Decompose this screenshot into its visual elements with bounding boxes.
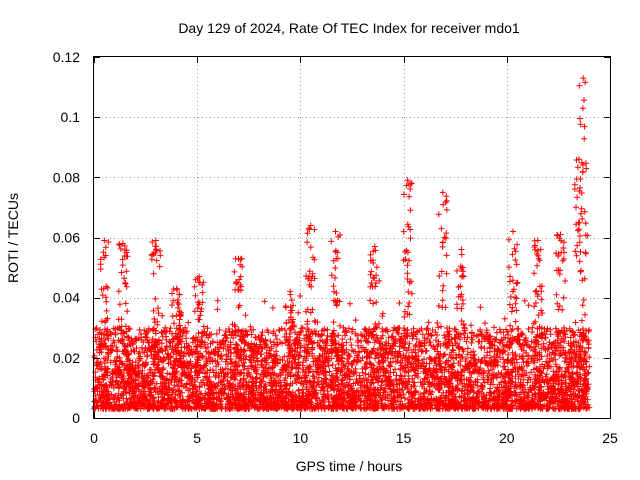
data-points bbox=[91, 75, 593, 412]
roti-series-points bbox=[91, 75, 593, 412]
chart-title: Day 129 of 2024, Rate Of TEC Index for r… bbox=[178, 20, 520, 36]
x-axis-label: GPS time / hours bbox=[296, 458, 403, 474]
y-tick-labels: 0 0.02 0.04 0.06 0.08 0.1 0.12 bbox=[53, 49, 80, 426]
x-tick-label: 25 bbox=[602, 430, 618, 446]
y-tick-label: 0.1 bbox=[61, 109, 81, 125]
x-tick-labels: 0 5 10 15 20 25 bbox=[90, 430, 618, 446]
plot-frame bbox=[93, 56, 611, 419]
y-tick-label: 0.02 bbox=[53, 350, 80, 366]
x-tick-label: 20 bbox=[499, 430, 515, 446]
x-tick-label: 10 bbox=[293, 430, 309, 446]
y-tick-label: 0.08 bbox=[53, 169, 80, 185]
x-tick-label: 0 bbox=[90, 430, 98, 446]
y-tick-label: 0.12 bbox=[53, 49, 80, 65]
x-tick-label: 5 bbox=[193, 430, 201, 446]
axis-ticks bbox=[94, 57, 611, 419]
y-tick-label: 0 bbox=[72, 410, 80, 426]
y-tick-label: 0.04 bbox=[53, 290, 80, 306]
y-axis-label: ROTI / TECUs bbox=[5, 193, 21, 283]
x-tick-label: 15 bbox=[396, 430, 412, 446]
y-tick-label: 0.06 bbox=[53, 230, 80, 246]
